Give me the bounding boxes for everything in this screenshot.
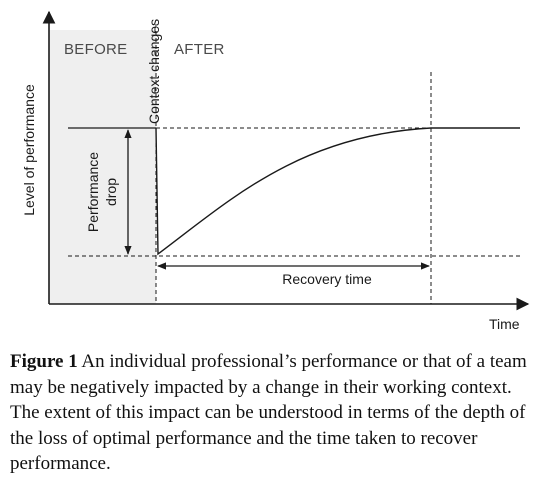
performance-recovery-diagram: BEFORE AFTER Level of performance Time C… <box>21 10 530 332</box>
figure-caption: Figure 1 An individual professional’s pe… <box>10 349 540 477</box>
performance-curve <box>155 127 520 256</box>
figure-caption-label: Figure 1 <box>10 351 78 372</box>
context-changes-label: Context changes <box>146 19 162 124</box>
before-region <box>49 30 156 304</box>
performance-drop-label: Performance drop <box>85 152 119 232</box>
recovery-time-label: Recovery time <box>282 271 372 287</box>
after-label: AFTER <box>174 41 225 58</box>
y-axis-label: Level of performance <box>21 84 37 216</box>
performance-drop-label-line2: drop <box>103 178 119 206</box>
figure-caption-text: An individual professional’s performance… <box>10 351 527 474</box>
before-label: BEFORE <box>64 41 127 58</box>
performance-drop-label-line1: Performance <box>85 152 101 232</box>
x-axis-label: Time <box>489 316 520 332</box>
